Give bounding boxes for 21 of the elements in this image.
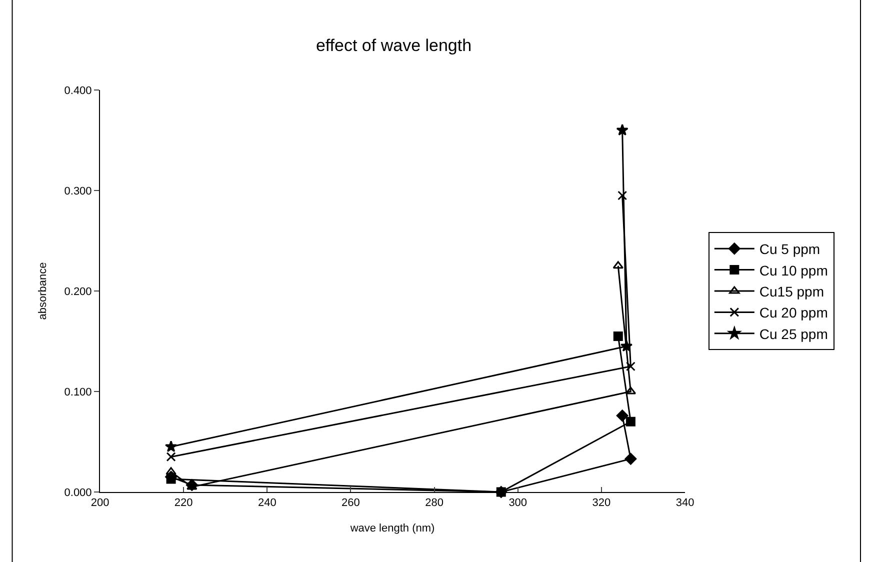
legend-label: Cu15 ppm: [759, 283, 824, 300]
x-tick-label: 320: [592, 497, 611, 510]
y-tick-label: 0.100: [64, 386, 92, 398]
x-tick-label: 220: [174, 497, 193, 510]
x-axis-title: wave length (nm): [349, 522, 435, 534]
y-tick-label: 0.000: [64, 486, 92, 499]
x-tick-label: 260: [342, 497, 360, 510]
x-tick-label: 280: [425, 497, 444, 510]
legend-label: Cu 20 ppm: [759, 304, 828, 321]
x-tick-label: 240: [258, 497, 276, 510]
y-tick-label: 0.300: [64, 185, 92, 198]
x-tick-label: 300: [508, 497, 528, 510]
y-tick-label: 0.400: [64, 84, 92, 97]
legend-label: Cu 5 ppm: [759, 241, 820, 258]
chart-title: effect of wave length: [316, 36, 472, 56]
y-tick-label: 0.200: [64, 286, 92, 298]
legend-label: Cu 25 ppm: [759, 326, 828, 342]
legend-label: Cu 10 ppm: [759, 262, 828, 278]
x-tick-label: 340: [676, 497, 694, 510]
y-axis-title: absorbance: [36, 262, 49, 320]
x-tick-label: 200: [90, 497, 110, 510]
